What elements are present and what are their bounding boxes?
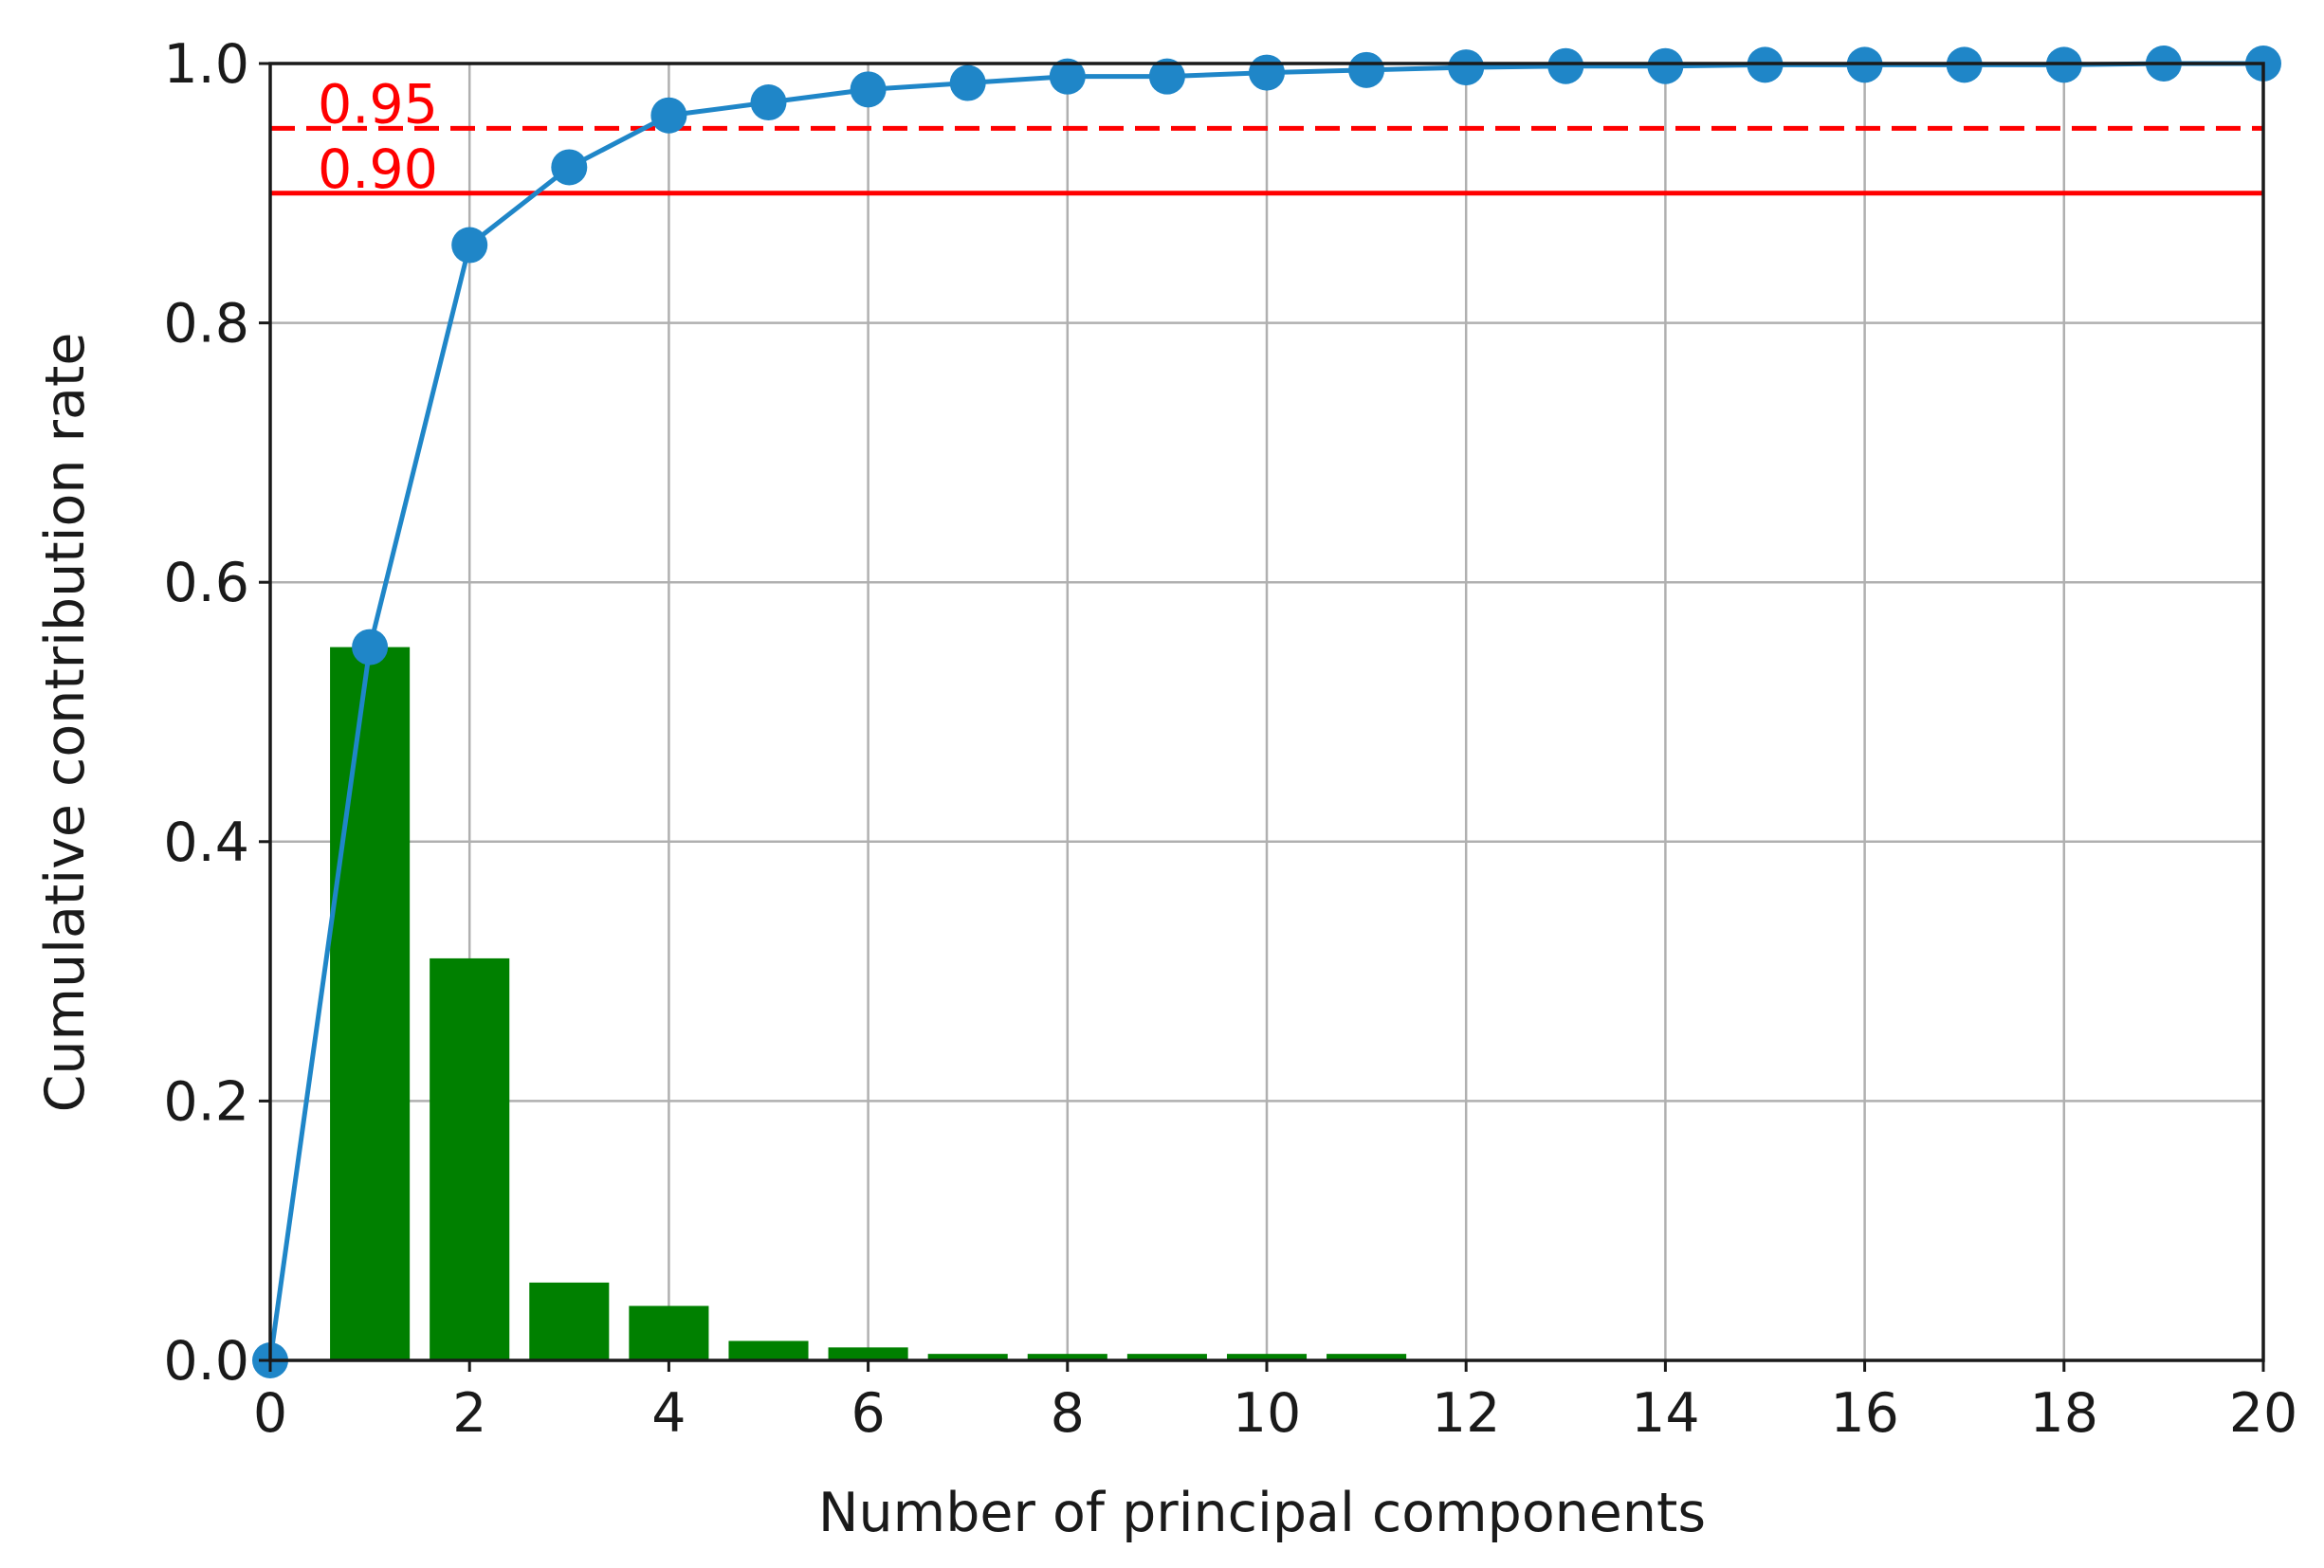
cumulative-point-7 bbox=[949, 64, 986, 101]
y-tick-label-4: 0.8 bbox=[163, 293, 249, 356]
y-tick-label-5: 1.0 bbox=[163, 33, 249, 96]
y-tick-label-0: 0.0 bbox=[163, 1330, 249, 1393]
x-tick-label-8: 16 bbox=[1830, 1382, 1899, 1445]
cumulative-point-3 bbox=[551, 149, 588, 186]
cumulative-point-14 bbox=[1647, 47, 1684, 84]
tick-labels: 0 2 4 6 8 10 12 14 16 18 20 0.0 0.2 0.4 0.6 0.8 1.0 bbox=[163, 33, 2297, 1445]
bar-pc-6 bbox=[828, 1347, 908, 1360]
x-tick-label-10: 20 bbox=[2229, 1382, 2298, 1445]
bar-series bbox=[330, 647, 1407, 1360]
cumulative-point-13 bbox=[1547, 47, 1584, 84]
cumulative-point-6 bbox=[850, 71, 887, 108]
x-tick-label-1: 2 bbox=[452, 1382, 486, 1445]
x-tick-label-9: 18 bbox=[2030, 1382, 2099, 1445]
bar-pc-9 bbox=[1126, 1354, 1207, 1360]
bar-pc-2 bbox=[430, 957, 510, 1360]
y-tick-label-1: 0.2 bbox=[163, 1070, 249, 1133]
bar-pc-3 bbox=[529, 1282, 610, 1360]
bar-pc-4 bbox=[629, 1305, 709, 1360]
bar-pc-1 bbox=[330, 647, 411, 1360]
cumulative-point-2 bbox=[451, 227, 488, 264]
threshold-lines: 0.950.90 bbox=[270, 73, 2263, 201]
x-tick-label-7: 14 bbox=[1631, 1382, 1700, 1445]
cumulative-point-11 bbox=[1348, 51, 1385, 88]
threshold-label-0.90: 0.90 bbox=[318, 138, 438, 201]
cumulative-point-1 bbox=[352, 629, 389, 665]
cumulative-point-12 bbox=[1448, 49, 1485, 86]
bar-pc-7 bbox=[927, 1354, 1008, 1360]
x-tick-label-0: 0 bbox=[253, 1382, 287, 1445]
x-tick-label-6: 12 bbox=[1432, 1382, 1501, 1445]
y-tick-label-3: 0.6 bbox=[163, 552, 249, 614]
y-tick-label-2: 0.4 bbox=[163, 811, 249, 874]
cumulative-point-10 bbox=[1249, 54, 1285, 91]
x-tick-label-2: 4 bbox=[651, 1382, 686, 1445]
x-tick-label-5: 10 bbox=[1233, 1382, 1302, 1445]
y-axis-label: Cumulative contribution rate bbox=[34, 333, 97, 1113]
cumulative-point-8 bbox=[1049, 58, 1086, 95]
bar-pc-8 bbox=[1027, 1354, 1107, 1360]
x-axis-label: Number of principal components bbox=[818, 1482, 1706, 1544]
threshold-label-0.95: 0.95 bbox=[318, 73, 438, 136]
x-tick-label-3: 6 bbox=[851, 1382, 885, 1445]
bar-pc-5 bbox=[728, 1340, 809, 1360]
cumulative-point-5 bbox=[750, 84, 787, 121]
cumulative-point-9 bbox=[1148, 58, 1185, 95]
x-tick-label-4: 8 bbox=[1051, 1382, 1085, 1445]
bar-pc-10 bbox=[1226, 1354, 1308, 1360]
cumulative-point-4 bbox=[650, 97, 687, 134]
bar-pc-11 bbox=[1327, 1354, 1407, 1360]
